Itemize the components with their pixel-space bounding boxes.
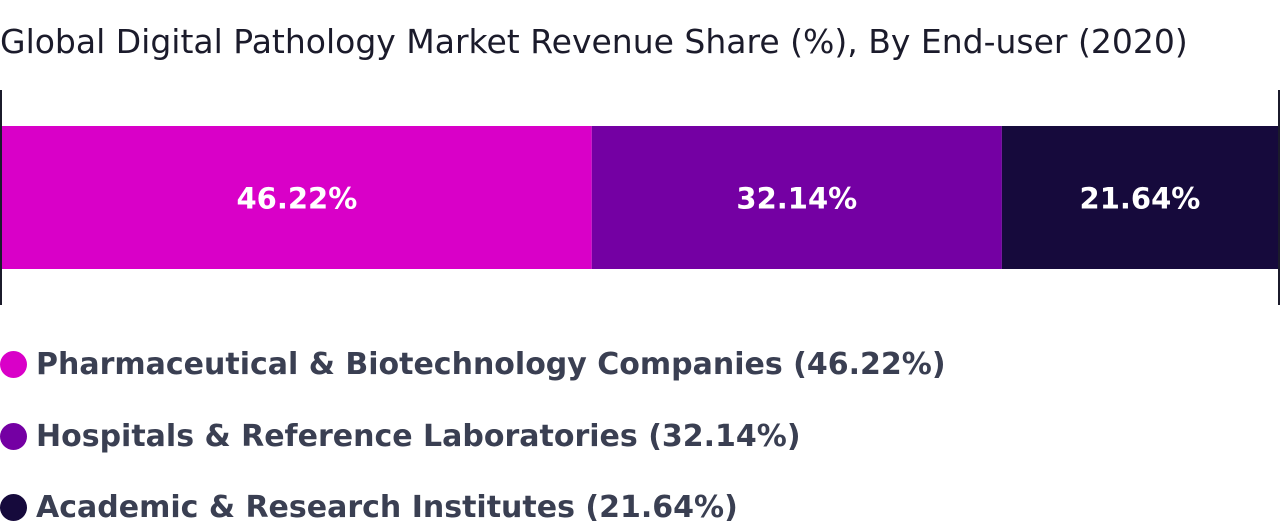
legend-label-1: Pharmaceutical & Biotechnology Companies…: [36, 346, 946, 382]
bar-value-label-1: 46.22%: [236, 182, 357, 216]
legend-swatch-2: [0, 422, 27, 450]
bar-segment-1: [2, 126, 592, 269]
left-axis-line: [0, 90, 2, 305]
legend-swatch-3: [0, 493, 27, 521]
right-axis-line: [1278, 90, 1280, 305]
bar-segment-2: [591, 126, 1002, 269]
legend-label-2: Hospitals & Reference Laboratories (32.1…: [36, 418, 801, 454]
chart-title: Global Digital Pathology Market Revenue …: [0, 22, 1188, 61]
legend-label-3: Academic & Research Institutes (21.64%): [36, 489, 738, 525]
legend-item-3: Academic & Research Institutes (21.64%): [0, 487, 738, 527]
legend-swatch-1: [0, 350, 27, 378]
bar-segment-3: [1001, 126, 1278, 269]
legend-item-1: Pharmaceutical & Biotechnology Companies…: [0, 344, 946, 384]
legend-item-2: Hospitals & Reference Laboratories (32.1…: [0, 416, 801, 456]
bar-value-label-2: 32.14%: [736, 182, 857, 216]
bar-value-label-3: 21.64%: [1080, 182, 1201, 216]
